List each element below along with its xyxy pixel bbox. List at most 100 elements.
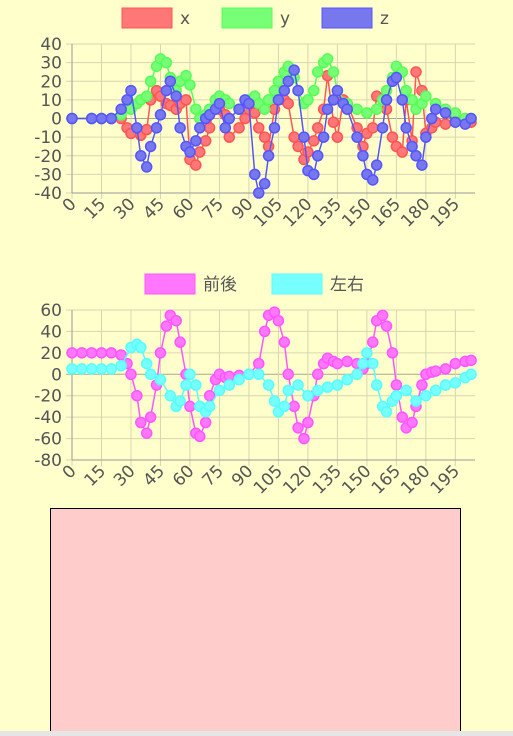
data-point [400,84,412,97]
x-tick-label: 15 [81,461,110,490]
data-point [268,395,281,407]
y-tick-label: 20 [40,344,62,364]
data-point [249,168,261,181]
data-point [203,400,216,413]
data-point [370,159,383,171]
data-point [66,112,78,125]
data-point [105,347,118,359]
data-point [351,131,363,143]
bottom-scroll-edge [0,731,513,736]
data-point [233,103,245,115]
data-point [170,90,182,102]
series-2 [66,338,477,418]
data-point [302,94,314,106]
data-point [233,122,245,134]
data-point [367,174,379,186]
legend-item-1[interactable]: 前後 [144,273,237,295]
data-point [253,368,265,381]
data-point [465,354,477,367]
data-point [184,79,196,91]
data-point [449,107,462,119]
data-point [282,75,294,87]
data-point [327,94,340,106]
series-1 [66,306,477,445]
data-point [190,135,202,147]
data-point [190,159,202,171]
data-point [140,427,153,439]
data-point [125,84,137,97]
legend-item-2[interactable]: 左右 [271,273,364,295]
data-point [160,56,173,69]
y-tick-label: -40 [34,184,62,204]
data-point [194,122,206,134]
x-tick-label: 150 [338,194,375,231]
data-point [164,75,177,87]
data-point [396,94,409,106]
data-point [258,131,271,143]
x-tick-label: 30 [110,461,139,490]
data-point [272,94,285,106]
y-tick-label: 0 [51,110,62,130]
data-point [282,97,294,110]
data-point [367,357,379,370]
data-point [105,363,118,375]
legend-swatch [144,273,196,295]
data-point [262,94,275,106]
data-point [239,112,251,125]
legend-item-2[interactable]: y [221,7,290,29]
y-tick-label: 10 [40,91,62,111]
data-point [268,122,281,134]
x-tick-label: 105 [250,461,287,498]
data-point [361,107,373,119]
canvas-panel[interactable] [50,508,461,736]
data-point [262,150,275,162]
data-point [262,140,275,153]
data-point [282,368,294,381]
y-tick-label: -20 [34,147,62,167]
data-point [180,94,192,106]
x-tick-label: 195 [427,194,464,231]
y-tick-label: -20 [34,387,62,407]
data-point [321,53,334,65]
data-point [154,347,167,359]
data-point [317,131,330,143]
legend-item-1[interactable]: x [121,7,190,29]
data-point [190,379,202,391]
x-tick-label: 60 [169,194,198,223]
data-point [465,112,477,125]
data-point [174,122,186,134]
data-point [233,373,245,386]
data-point [85,112,98,125]
legend-swatch [321,7,373,29]
legend-item-3[interactable]: z [321,7,389,29]
x-tick-label: 135 [309,194,346,231]
data-point [144,75,157,87]
data-point [278,336,291,348]
data-point [199,135,212,147]
data-point [341,103,353,115]
data-point [95,347,108,359]
data-point [331,357,344,370]
data-point [376,309,389,322]
data-point [321,103,334,115]
data-point [331,131,344,143]
data-point [420,389,432,402]
data-point [298,131,310,143]
data-point [76,363,88,375]
x-tick-label: 0 [59,194,81,216]
legend-label: 左右 [330,275,364,295]
data-point [406,140,418,153]
data-point [135,341,147,354]
data-point [302,146,314,158]
data-point [429,103,442,115]
data-point [351,368,363,381]
data-point [164,389,177,402]
data-point [321,381,334,393]
data-point [144,140,157,153]
data-point [154,373,167,386]
data-point [184,146,196,158]
x-tick-label: 75 [199,194,228,223]
data-point [115,103,127,115]
legend-label: x [180,9,190,29]
